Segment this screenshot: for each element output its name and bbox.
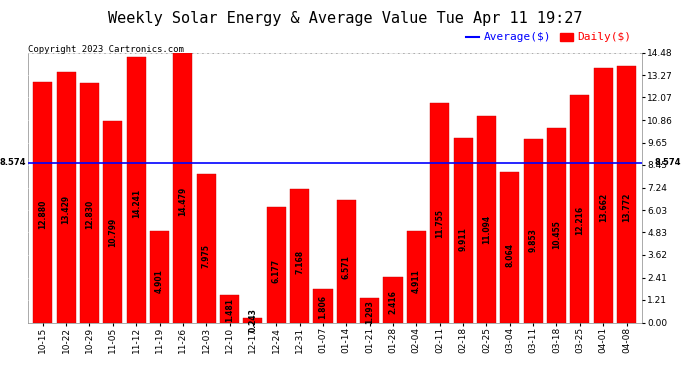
Text: 2.416: 2.416 — [388, 290, 397, 314]
Bar — [267, 207, 286, 322]
Bar — [244, 318, 262, 322]
Bar — [220, 295, 239, 322]
Bar — [337, 200, 356, 322]
Text: 11.755: 11.755 — [435, 209, 444, 238]
Text: 13.662: 13.662 — [599, 193, 608, 222]
Text: 7.168: 7.168 — [295, 250, 304, 274]
Text: 6.571: 6.571 — [342, 255, 351, 279]
Text: 7.975: 7.975 — [201, 244, 210, 268]
Bar — [33, 82, 52, 322]
Bar — [547, 128, 566, 322]
Bar — [80, 83, 99, 322]
Bar — [430, 103, 449, 322]
Text: 0.243: 0.243 — [248, 308, 257, 332]
Text: 4.901: 4.901 — [155, 270, 164, 293]
Bar — [290, 189, 309, 322]
Text: 6.177: 6.177 — [272, 259, 281, 283]
Text: 10.799: 10.799 — [108, 217, 117, 246]
Text: 1.293: 1.293 — [365, 300, 374, 324]
Bar — [313, 289, 333, 322]
Bar — [570, 95, 589, 322]
Text: 9.911: 9.911 — [459, 227, 468, 251]
Bar — [197, 174, 216, 322]
Text: 10.455: 10.455 — [552, 220, 561, 249]
Bar — [173, 53, 193, 322]
Text: 9.853: 9.853 — [529, 228, 538, 252]
Bar — [500, 172, 520, 322]
Text: 8.574: 8.574 — [0, 158, 26, 167]
Bar — [57, 72, 76, 322]
Bar — [360, 298, 380, 322]
Text: Copyright 2023 Cartronics.com: Copyright 2023 Cartronics.com — [28, 45, 184, 54]
Text: 12.830: 12.830 — [85, 200, 94, 230]
Text: 14.241: 14.241 — [132, 189, 141, 218]
Text: 11.094: 11.094 — [482, 215, 491, 244]
Bar — [477, 116, 496, 322]
Legend: Average($), Daily($): Average($), Daily($) — [462, 28, 636, 47]
Text: 4.911: 4.911 — [412, 269, 421, 293]
Bar — [593, 68, 613, 322]
Text: 8.574: 8.574 — [655, 158, 681, 167]
Bar — [453, 138, 473, 322]
Text: 1.481: 1.481 — [225, 298, 234, 322]
Text: 12.216: 12.216 — [575, 206, 584, 234]
Bar — [126, 57, 146, 322]
Text: 13.429: 13.429 — [61, 195, 70, 224]
Bar — [524, 139, 543, 322]
Text: 8.064: 8.064 — [505, 243, 514, 267]
Bar — [104, 121, 122, 322]
Bar — [150, 231, 169, 322]
Text: Weekly Solar Energy & Average Value Tue Apr 11 19:27: Weekly Solar Energy & Average Value Tue … — [108, 11, 582, 26]
Text: 1.806: 1.806 — [319, 296, 328, 320]
Text: 13.772: 13.772 — [622, 192, 631, 222]
Bar — [617, 66, 636, 322]
Text: 12.880: 12.880 — [38, 200, 48, 229]
Text: 14.479: 14.479 — [179, 186, 188, 216]
Bar — [384, 278, 402, 322]
Bar — [407, 231, 426, 322]
